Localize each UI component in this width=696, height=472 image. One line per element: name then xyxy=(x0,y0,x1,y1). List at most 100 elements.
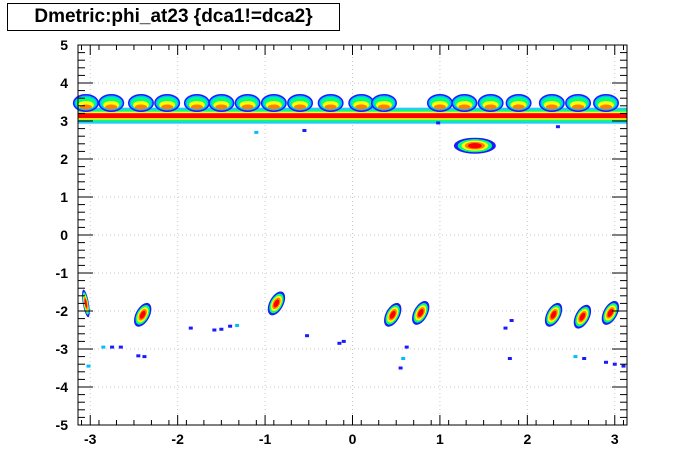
scatter-point xyxy=(118,345,123,349)
scatter-point xyxy=(555,125,560,129)
scatter-point xyxy=(302,129,307,132)
blob-ring xyxy=(241,104,254,110)
x-tick-label: -3 xyxy=(84,431,97,447)
scatter-point xyxy=(503,326,508,330)
blob-ring xyxy=(294,104,307,110)
y-tick-label: 1 xyxy=(60,189,68,205)
upper-blob xyxy=(317,94,344,112)
scatter-point xyxy=(401,357,406,360)
upper-blob xyxy=(154,94,181,112)
cluster-ring xyxy=(389,310,396,319)
x-tick-label: 3 xyxy=(611,431,619,447)
blob-ring xyxy=(215,104,228,110)
blob-ring xyxy=(355,104,368,110)
cluster xyxy=(384,302,402,327)
heatmap-data xyxy=(72,94,627,370)
blob-ring xyxy=(512,104,525,110)
y-tick-label: -5 xyxy=(56,417,69,433)
cluster-upper xyxy=(453,137,496,154)
scatter-point xyxy=(604,360,609,364)
upper-blob xyxy=(451,94,478,112)
y-tick-label: -1 xyxy=(56,265,69,281)
x-tick-label: -1 xyxy=(259,431,272,447)
scatter-point xyxy=(101,345,106,349)
cluster-edge xyxy=(82,289,90,318)
cluster xyxy=(544,302,563,327)
upper-blob xyxy=(183,94,210,112)
scatter-point xyxy=(436,121,441,125)
blob-ring xyxy=(161,104,174,110)
chart-title-box: Dmetric:phi_at23 {dca1!=dca2} xyxy=(7,3,340,31)
blob-ring xyxy=(105,104,118,110)
blob-ring xyxy=(545,104,558,110)
cluster xyxy=(601,300,620,325)
cluster-ring xyxy=(579,312,586,321)
scatter-point xyxy=(621,364,626,368)
y-tick-label: 2 xyxy=(60,151,68,167)
cluster-ring xyxy=(550,310,557,319)
x-tick-label: 2 xyxy=(523,431,531,447)
blob-ring xyxy=(484,104,497,110)
scatter-point xyxy=(404,345,409,349)
axis-ticks xyxy=(78,44,627,426)
scatter-point xyxy=(612,362,617,366)
cluster-ring xyxy=(607,308,614,317)
blob-ring xyxy=(377,104,390,110)
scatter-point xyxy=(509,319,514,322)
y-tick-label: 0 xyxy=(60,227,68,243)
upper-blob xyxy=(370,94,397,112)
upper-blob xyxy=(287,94,314,112)
x-tick-label: 0 xyxy=(349,431,357,447)
scatter-point xyxy=(142,355,147,359)
y-tick-label: -3 xyxy=(56,341,69,357)
upper-blob xyxy=(72,94,99,112)
cluster xyxy=(267,291,286,316)
upper-blob xyxy=(565,94,592,112)
upper-blob xyxy=(127,94,154,112)
blob-ring xyxy=(324,104,337,110)
scatter-point xyxy=(507,357,512,360)
cluster-ring xyxy=(273,299,280,308)
y-tick-label: 4 xyxy=(60,75,68,91)
upper-blob xyxy=(348,94,375,112)
cluster xyxy=(573,304,592,329)
cluster-ring xyxy=(467,143,482,149)
scatter-point xyxy=(573,355,578,359)
scatter-point xyxy=(254,130,259,134)
cluster xyxy=(412,300,430,325)
scatter-point xyxy=(212,328,217,332)
scatter-point xyxy=(341,339,346,343)
upper-blob xyxy=(426,94,453,112)
scatter-point xyxy=(110,345,115,349)
blob-ring xyxy=(267,104,280,110)
upper-blob xyxy=(538,94,565,112)
cluster-ring xyxy=(417,308,424,317)
scatter-point xyxy=(86,364,91,368)
cluster-ring xyxy=(84,298,88,308)
x-tick-label: -2 xyxy=(171,431,184,447)
band-red xyxy=(78,113,627,119)
scatter-point xyxy=(582,357,587,360)
upper-blob xyxy=(208,94,235,112)
blob-ring xyxy=(134,104,147,110)
upper-blob xyxy=(260,94,287,112)
y-tick-label: -4 xyxy=(56,379,69,395)
blob-ring xyxy=(190,104,203,110)
upper-blob xyxy=(593,94,620,112)
blob-ring xyxy=(600,104,613,110)
upper-blob xyxy=(98,94,125,112)
blob-ring xyxy=(458,104,471,110)
grid-lines xyxy=(78,44,627,426)
y-tick-label: 5 xyxy=(60,37,68,53)
scatter-point xyxy=(337,341,342,345)
x-tick-label: 1 xyxy=(436,431,444,447)
blob-ring xyxy=(433,104,446,110)
scatter-point xyxy=(136,354,141,358)
scatter-point xyxy=(235,323,240,327)
scatter-point xyxy=(228,324,233,328)
scatter-point xyxy=(398,366,403,370)
chart-title: Dmetric:phi_at23 {dca1!=dca2} xyxy=(34,6,313,27)
scatter-point xyxy=(219,327,224,331)
upper-blob xyxy=(234,94,261,112)
